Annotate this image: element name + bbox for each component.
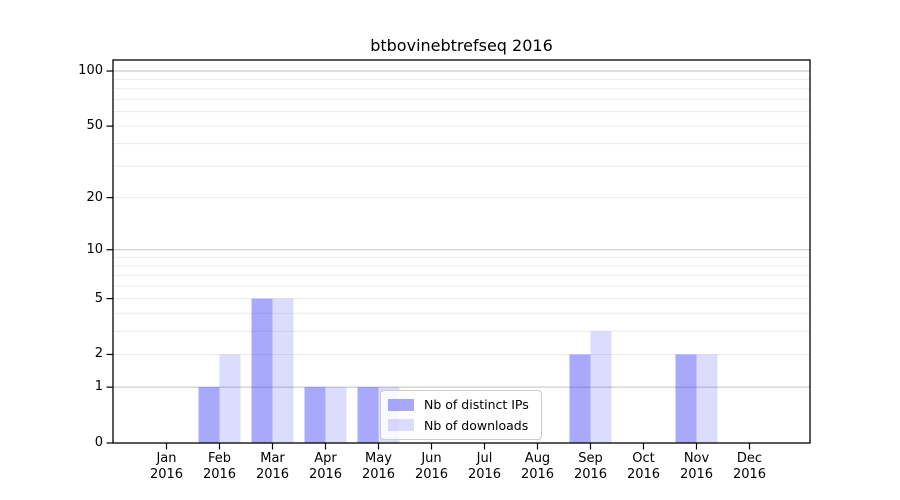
legend-entry-downloads: Nb of downloads <box>388 417 535 434</box>
bar-apr-downloads <box>325 387 347 443</box>
y-tick-label: 100 <box>78 63 103 79</box>
x-tick-label: Mar 2016 <box>255 451 290 482</box>
y-tick-label: 50 <box>86 118 103 134</box>
bar-sep-distinct-ips <box>569 354 591 443</box>
bar-mar-distinct-ips <box>251 298 273 443</box>
x-tick-label: May 2016 <box>361 451 396 482</box>
plot-border <box>112 59 811 444</box>
chart-title: btbovinebtrefseq 2016 <box>370 36 553 55</box>
legend-swatch-distinct-ips <box>388 398 414 411</box>
x-tick-label: Jan 2016 <box>149 451 184 482</box>
bar-nov-distinct-ips <box>675 354 697 443</box>
legend-swatch-downloads <box>388 419 414 432</box>
y-tick-label: 1 <box>94 379 103 395</box>
bar-may-distinct-ips <box>357 387 379 443</box>
x-tick-label: Jun 2016 <box>414 451 449 482</box>
y-tick-label: 0 <box>94 435 103 450</box>
bar-mar-downloads <box>272 298 294 443</box>
legend-label-distinct-ips: Nb of distinct IPs <box>424 397 529 413</box>
x-tick-label: Feb 2016 <box>202 451 237 482</box>
bar-nov-downloads <box>696 354 718 443</box>
bar-sep-downloads <box>590 331 612 443</box>
y-tick-label: 5 <box>94 290 103 306</box>
y-tick-label: 20 <box>86 189 103 205</box>
x-tick-label: Oct 2016 <box>626 451 661 482</box>
x-tick-label: Aug 2016 <box>520 451 555 482</box>
x-tick-label: Jul 2016 <box>467 451 502 482</box>
legend: Nb of distinct IPs Nb of downloads <box>380 390 542 440</box>
x-tick-label: Sep 2016 <box>573 451 608 482</box>
bar-feb-distinct-ips <box>198 387 220 443</box>
legend-entry-distinct-ips: Nb of distinct IPs <box>388 396 535 413</box>
bar-apr-distinct-ips <box>304 387 326 443</box>
x-tick-label: Nov 2016 <box>679 451 714 482</box>
y-tick-label: 10 <box>86 241 103 257</box>
y-tick-label: 2 <box>94 346 103 362</box>
legend-label-downloads: Nb of downloads <box>424 417 529 433</box>
bar-feb-downloads <box>219 354 241 443</box>
x-tick-label: Dec 2016 <box>732 451 767 482</box>
x-tick-label: Apr 2016 <box>308 451 343 482</box>
